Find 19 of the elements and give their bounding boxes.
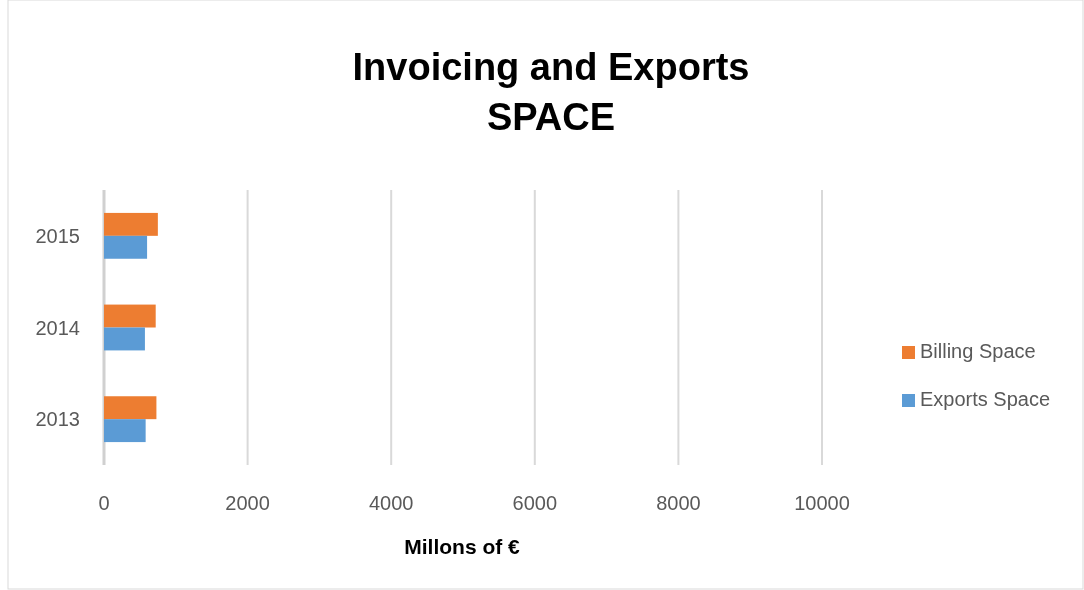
x-tick-label: 8000 — [656, 492, 701, 514]
chart-title: Invoicing and Exports SPACE — [352, 46, 750, 138]
bar — [104, 419, 146, 443]
bar — [104, 212, 158, 236]
y-tick-label: 2015 — [35, 224, 80, 247]
x-tick-label: 10000 — [794, 492, 850, 514]
bar — [104, 396, 157, 420]
bar — [104, 235, 148, 259]
legend-label: Billing Space — [920, 340, 1036, 362]
x-tick-label: 2000 — [225, 492, 270, 514]
y-tick-label: 2013 — [35, 408, 80, 431]
y-tick-label: 2014 — [35, 316, 80, 339]
x-axis-title: Millons of € — [404, 535, 521, 558]
bar — [104, 304, 156, 328]
bar — [104, 327, 145, 351]
x-tick-label: 0 — [98, 492, 110, 514]
x-tick-label: 6000 — [512, 492, 558, 514]
legend-label: Exports Space — [920, 388, 1051, 410]
x-tick-label: 4000 — [368, 492, 414, 514]
